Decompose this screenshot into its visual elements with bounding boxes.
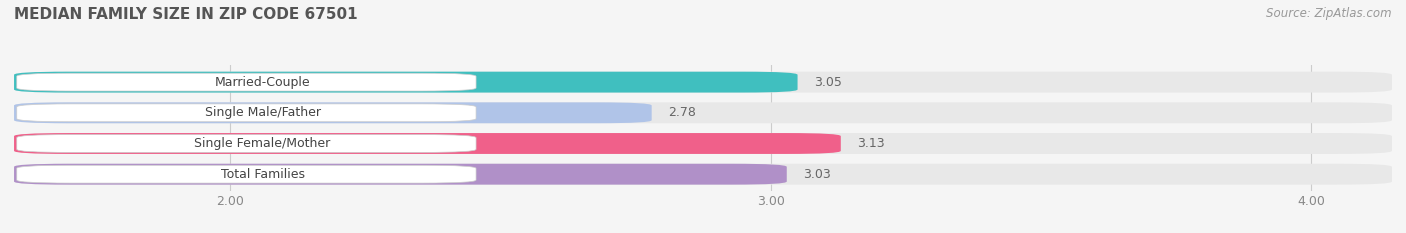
FancyBboxPatch shape — [17, 104, 477, 122]
FancyBboxPatch shape — [17, 73, 477, 91]
Text: Single Male/Father: Single Male/Father — [205, 106, 321, 119]
FancyBboxPatch shape — [14, 72, 797, 93]
Text: Single Female/Mother: Single Female/Mother — [194, 137, 330, 150]
Text: MEDIAN FAMILY SIZE IN ZIP CODE 67501: MEDIAN FAMILY SIZE IN ZIP CODE 67501 — [14, 7, 357, 22]
FancyBboxPatch shape — [14, 164, 1392, 185]
FancyBboxPatch shape — [17, 135, 477, 152]
Text: 2.78: 2.78 — [668, 106, 696, 119]
FancyBboxPatch shape — [14, 133, 841, 154]
FancyBboxPatch shape — [14, 72, 1392, 93]
Text: Source: ZipAtlas.com: Source: ZipAtlas.com — [1267, 7, 1392, 20]
FancyBboxPatch shape — [14, 102, 1392, 123]
FancyBboxPatch shape — [14, 133, 1392, 154]
Text: 3.13: 3.13 — [858, 137, 884, 150]
Text: Total Families: Total Families — [221, 168, 305, 181]
Text: Married-Couple: Married-Couple — [215, 76, 311, 89]
Text: 3.05: 3.05 — [814, 76, 842, 89]
FancyBboxPatch shape — [17, 165, 477, 183]
Text: 3.03: 3.03 — [803, 168, 831, 181]
FancyBboxPatch shape — [14, 102, 651, 123]
FancyBboxPatch shape — [14, 164, 787, 185]
